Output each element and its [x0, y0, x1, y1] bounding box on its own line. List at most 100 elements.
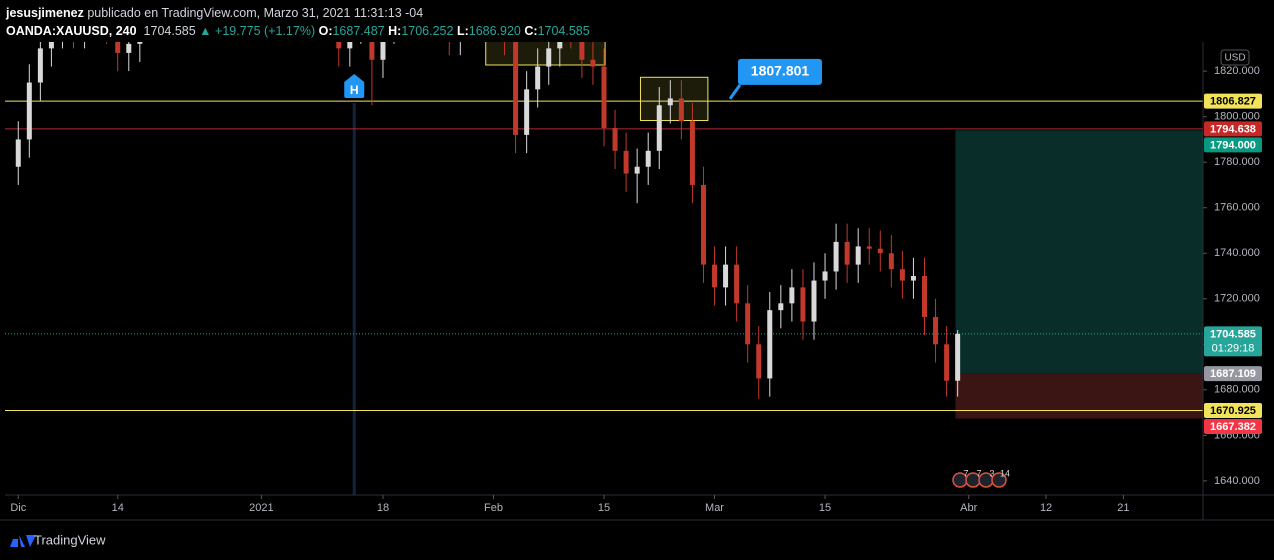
candle-body [667, 98, 673, 106]
header-line-1: jesusjimenez publicado en TradingView.co… [6, 4, 590, 22]
candle-body [778, 303, 784, 311]
symbol: OANDA:XAUUSD, 240 [6, 24, 137, 38]
event-icon [991, 472, 1007, 488]
close-label: C: [524, 24, 538, 38]
candle-body [325, 0, 330, 3]
candle-body [380, 42, 386, 60]
candle-body [502, 0, 507, 37]
candle-body [734, 264, 740, 304]
candle-body [60, 26, 65, 31]
candle-body [921, 276, 927, 317]
candle-body [314, 3, 319, 14]
candle-body [656, 105, 662, 151]
y-tick-label: 1760.000 [1214, 202, 1260, 214]
candle-body [689, 121, 695, 185]
candle-body [811, 280, 817, 322]
candle-body [115, 42, 121, 53]
x-tick-label: 15 [598, 502, 610, 514]
candle-body [767, 310, 773, 379]
candle-body [678, 98, 684, 122]
candle-body [568, 26, 573, 31]
logo [10, 535, 36, 547]
header-line-2: OANDA:XAUUSD, 240 1704.585 ▲ +19.775 (+1… [6, 22, 590, 40]
candle-body [723, 264, 729, 288]
candle-body [833, 241, 839, 272]
y-tick-label: 1640.000 [1214, 475, 1260, 487]
last: 1704.585 [143, 24, 196, 38]
candle-body [645, 150, 651, 167]
x-tick-label: 12 [1040, 502, 1052, 514]
x-tick-label: Mar [705, 502, 724, 514]
price-tag [1204, 418, 1262, 434]
candle-body [944, 344, 950, 381]
x-tick-label: 18 [377, 502, 389, 514]
candle-body [82, 0, 87, 30]
price-tag-label: 1687.109 [1210, 368, 1256, 380]
candle-body [756, 344, 762, 379]
price-tag [1204, 121, 1262, 137]
event-label: 7 [976, 468, 981, 478]
candle-body [612, 128, 618, 151]
price-tag-label: 1794.638 [1210, 123, 1256, 135]
x-tick-label: 21 [1117, 502, 1129, 514]
candle-body [48, 42, 54, 49]
candle-body [579, 42, 585, 60]
change: +19.775 (+1.17%) [215, 24, 316, 38]
candle-body [866, 246, 872, 249]
price-tag [1204, 93, 1262, 109]
candle-body [877, 248, 883, 254]
x-tick-label: Dic [10, 502, 26, 514]
x-tick-label: 2021 [249, 502, 273, 514]
candle-body [899, 269, 905, 281]
brand: TradingView [34, 532, 106, 547]
candle-body [71, 26, 76, 31]
x-tick-label: 14 [112, 502, 124, 514]
candle-body [392, 3, 397, 26]
x-tick-label: 15 [819, 502, 831, 514]
price-tag [1204, 137, 1262, 153]
price-tag-label: 1806.827 [1210, 96, 1256, 108]
close: 1704.585 [537, 24, 590, 38]
candle-body [955, 333, 961, 381]
candle-body [745, 303, 751, 345]
price-tag-label: 1794.000 [1210, 139, 1256, 151]
price-tag [1204, 326, 1262, 357]
candle-body [292, 0, 297, 3]
plot-area [5, 0, 1203, 495]
y-tick-label: 1820.000 [1214, 65, 1260, 77]
candle-body [546, 48, 552, 67]
y-tick-label: 1800.000 [1214, 111, 1260, 123]
price-tag-label: 1667.382 [1210, 421, 1256, 433]
header: jesusjimenez publicado en TradingView.co… [6, 4, 590, 40]
candle-body [800, 287, 806, 322]
x-tick-label: Abr [960, 502, 977, 514]
candle-body [933, 316, 939, 345]
up-arrow: ▲ [199, 24, 212, 38]
candle-body [855, 246, 861, 265]
highlight-box [639, 76, 709, 122]
callout-pointer [728, 84, 742, 100]
candle-body [458, 14, 463, 37]
price-tag [1204, 402, 1262, 418]
marker-label: H [350, 83, 359, 97]
candle-body [535, 66, 541, 90]
low-label: L: [456, 24, 469, 38]
author: jesusjimenez [6, 6, 84, 20]
candle-body [436, 0, 441, 3]
x-tick-label: Feb [484, 502, 503, 514]
stop-zone [955, 373, 1203, 419]
currency: USD [1224, 53, 1245, 64]
candle-body [712, 264, 718, 288]
candle-body [844, 241, 850, 265]
event-label: 3 [989, 468, 994, 478]
candle-body [469, 0, 474, 14]
target-zone [955, 130, 1203, 374]
candle-body [26, 82, 32, 140]
candle-body [403, 0, 408, 3]
event-label: 14 [1000, 468, 1010, 478]
candle-body [126, 43, 132, 53]
candle-body [15, 139, 21, 167]
candle-body [104, 0, 109, 26]
published: publicado en TradingView.com, Marzo 31, … [87, 6, 424, 20]
